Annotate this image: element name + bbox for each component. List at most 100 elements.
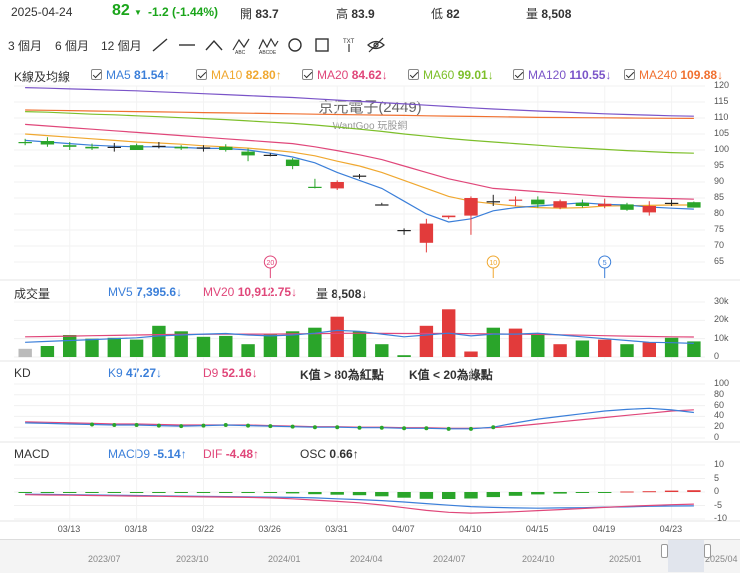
event-marker-label: 10 — [489, 260, 497, 267]
x-tick-label: 04/15 — [525, 524, 549, 534]
candle-body — [152, 145, 166, 147]
horizontal-line-icon[interactable] — [176, 35, 198, 55]
kd-low-dot — [290, 424, 295, 429]
price-ytick: 95 — [714, 160, 725, 170]
navigator-window[interactable] — [668, 540, 704, 572]
osc-bar — [375, 492, 389, 497]
ma10-checkbox[interactable] — [196, 69, 207, 80]
volume-bar — [18, 348, 32, 358]
ma60-legend[interactable]: MA60 99.01↓ — [408, 68, 494, 82]
x-tick-label: 03/13 — [57, 524, 81, 534]
ma5-checkbox[interactable] — [91, 69, 102, 80]
candle-body — [375, 204, 389, 206]
kd-title: KD — [14, 366, 31, 380]
ma240-checkbox[interactable] — [624, 69, 635, 80]
wave-tool-icon[interactable] — [203, 35, 225, 55]
volume-title: 成交量 — [14, 287, 51, 301]
x-tick-label: 03/31 — [325, 524, 348, 534]
ma10-legend[interactable]: MA10 82.80↑ — [196, 68, 282, 82]
navigator-right-handle[interactable] — [704, 544, 711, 558]
ma10-line — [25, 133, 694, 209]
ma120-legend[interactable]: MA120 110.55↓ — [513, 68, 611, 82]
candle-body — [642, 206, 656, 213]
down-triangle-icon: ▼ — [134, 8, 142, 17]
volume-ytick: 30k — [714, 296, 729, 306]
volume-bar — [553, 344, 567, 357]
period-12m-button[interactable]: 12 個月 — [101, 39, 142, 53]
candle-body — [620, 204, 634, 210]
candle-body — [219, 146, 233, 150]
volume-bar — [464, 351, 478, 357]
ma20-checkbox[interactable] — [302, 69, 313, 80]
kd-low-dot — [357, 425, 362, 430]
volume-value: 量 8,508 — [526, 7, 572, 21]
candle-body — [664, 202, 679, 204]
kd-low-dot — [156, 423, 161, 428]
volume-bar — [642, 342, 656, 357]
osc-bar — [63, 492, 77, 493]
macd-ytick: 5 — [714, 472, 720, 483]
osc-bar — [40, 492, 55, 493]
text-tool-icon[interactable]: TXT — [338, 35, 360, 55]
kd-ytick: 20 — [714, 421, 725, 432]
candle-body — [575, 202, 590, 206]
candle-body — [129, 145, 144, 150]
kd-low-dot — [424, 426, 429, 431]
kd-low-dot — [312, 425, 317, 430]
navigator-left-handle[interactable] — [661, 544, 668, 558]
volume-bar — [375, 344, 389, 357]
osc-bar — [18, 492, 32, 493]
kd-low-dot — [90, 422, 95, 427]
rect-tool-icon[interactable] — [311, 35, 333, 55]
ma120-checkbox[interactable] — [513, 69, 524, 80]
range-navigator[interactable] — [0, 539, 740, 573]
period-3m-button[interactable]: 3 個月 — [8, 39, 43, 53]
x-tick-label: 04/23 — [659, 524, 683, 534]
candle-body — [531, 199, 545, 205]
price-ytick: 115 — [714, 96, 729, 106]
ma60-checkbox[interactable] — [408, 69, 419, 80]
event-marker — [486, 255, 500, 269]
line-tool-icon[interactable] — [149, 35, 171, 55]
price-ytick: 90 — [714, 176, 725, 186]
price-ytick: 75 — [714, 224, 725, 234]
macd-ytick: 0 — [714, 486, 720, 496]
osc-bar — [85, 492, 99, 493]
period-6m-button[interactable]: 6 個月 — [55, 39, 90, 53]
circle-tool-icon[interactable] — [284, 35, 306, 55]
ma5-legend[interactable]: MA5 81.54↑ — [91, 68, 170, 82]
candle-body — [40, 141, 55, 145]
osc-bar — [352, 492, 367, 496]
x-tick-label: 03/18 — [124, 524, 148, 534]
volume-bar — [107, 337, 121, 358]
kd-low-dot — [223, 423, 228, 428]
kd-ytick: 60 — [714, 399, 725, 410]
volume-bar — [263, 334, 278, 357]
abc-pattern-icon[interactable]: ABC — [230, 35, 252, 56]
navigator-label: 2023/07 — [88, 554, 121, 564]
chart-toolbar: 3 個月 6 個月 12 個月 ABC ABCDE TXT — [0, 34, 740, 56]
hide-eye-icon[interactable] — [365, 35, 387, 55]
osc-bar — [241, 492, 255, 493]
volume-bar — [664, 337, 679, 358]
x-tick-label: 04/10 — [458, 524, 482, 534]
osc-bar — [642, 491, 656, 493]
event-marker — [263, 255, 277, 269]
volume-bar — [219, 335, 233, 357]
ma20-legend[interactable]: MA20 84.62↓ — [302, 68, 388, 82]
osc-bar — [464, 492, 478, 499]
navigator-label: 2025/04 — [705, 554, 738, 564]
volume-bar — [285, 331, 300, 357]
price-ytick: 100 — [714, 144, 730, 154]
candle-body — [598, 203, 612, 206]
abcde-pattern-icon[interactable]: ABCDE — [257, 35, 279, 56]
ma5-line — [25, 139, 694, 223]
price-change: -1.2 (-1.44%) — [148, 5, 219, 19]
candle-body — [397, 230, 411, 232]
kd-low-dot — [179, 424, 184, 429]
kd-low-dot — [335, 425, 340, 430]
ma240-legend[interactable]: MA240 109.88↓ — [624, 68, 723, 82]
kd-low-dot — [402, 426, 407, 431]
price-ytick: 110 — [714, 112, 729, 122]
svg-text:TXT: TXT — [343, 39, 355, 45]
